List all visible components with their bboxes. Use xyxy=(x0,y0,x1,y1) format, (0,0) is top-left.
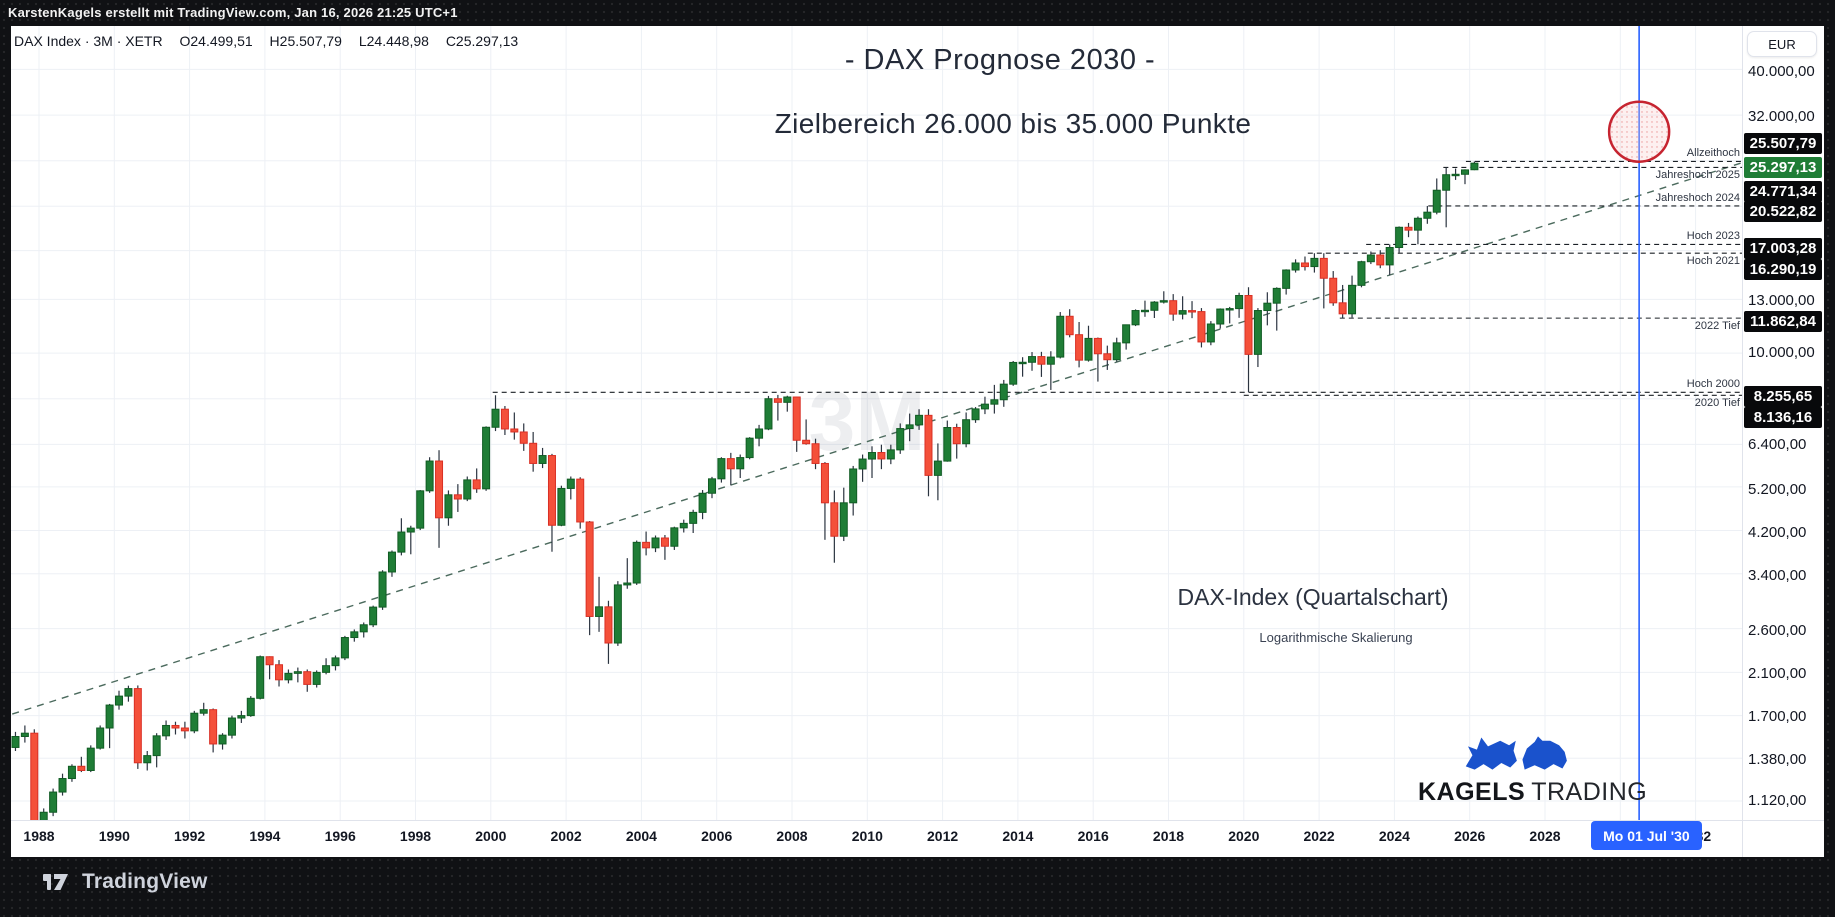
symbol-legend[interactable]: DAX Index · 3M · XETR O24.499,51 H25.507… xyxy=(14,33,531,49)
bull-icon xyxy=(1465,737,1517,770)
bull-bear-icon xyxy=(1465,736,1567,770)
time-axis-border xyxy=(11,820,1824,821)
symbol-name: DAX Index · 3M · XETR xyxy=(14,33,163,49)
kagels-light: TRADING xyxy=(1531,778,1648,806)
top-credit-bar: KarstenKagels erstellt mit TradingView.c… xyxy=(0,0,1835,26)
chart-subtitle: Zielbereich 26.000 bis 35.000 Punkte xyxy=(774,108,1252,139)
kagels-trading-logo: KAGELS TRADING xyxy=(1418,733,1647,807)
interval-watermark: 3M xyxy=(809,374,926,468)
price-axis-border xyxy=(1742,26,1743,857)
chart-background xyxy=(11,26,1824,857)
open-value: O24.499,51 xyxy=(179,33,253,49)
chart-caption-scale: Logarithmische Skalierung xyxy=(1259,630,1413,645)
currency-label: EUR xyxy=(1768,36,1796,52)
high-value: H25.507,79 xyxy=(269,33,342,49)
close-value: C25.297,13 xyxy=(445,33,519,49)
kagels-bold: KAGELS xyxy=(1418,778,1526,806)
credit-text: KarstenKagels erstellt mit TradingView.c… xyxy=(8,5,458,20)
tradingview-brand: TradingView xyxy=(82,870,208,893)
tradingview-icon xyxy=(43,874,68,890)
bear-icon xyxy=(1522,736,1567,770)
kagels-wordmark: KAGELS TRADING xyxy=(1418,778,1647,807)
currency-button[interactable]: EUR xyxy=(1747,31,1817,57)
forecast-date-badge: Mo 01 Jul '30 xyxy=(1591,821,1702,850)
tradingview-footer[interactable]: TradingView xyxy=(42,869,208,895)
chart-title: - DAX Prognose 2030 - xyxy=(844,44,1156,76)
low-value: L24.448,98 xyxy=(358,33,429,49)
chart-caption: DAX-Index (Quartalschart) xyxy=(1177,584,1449,610)
